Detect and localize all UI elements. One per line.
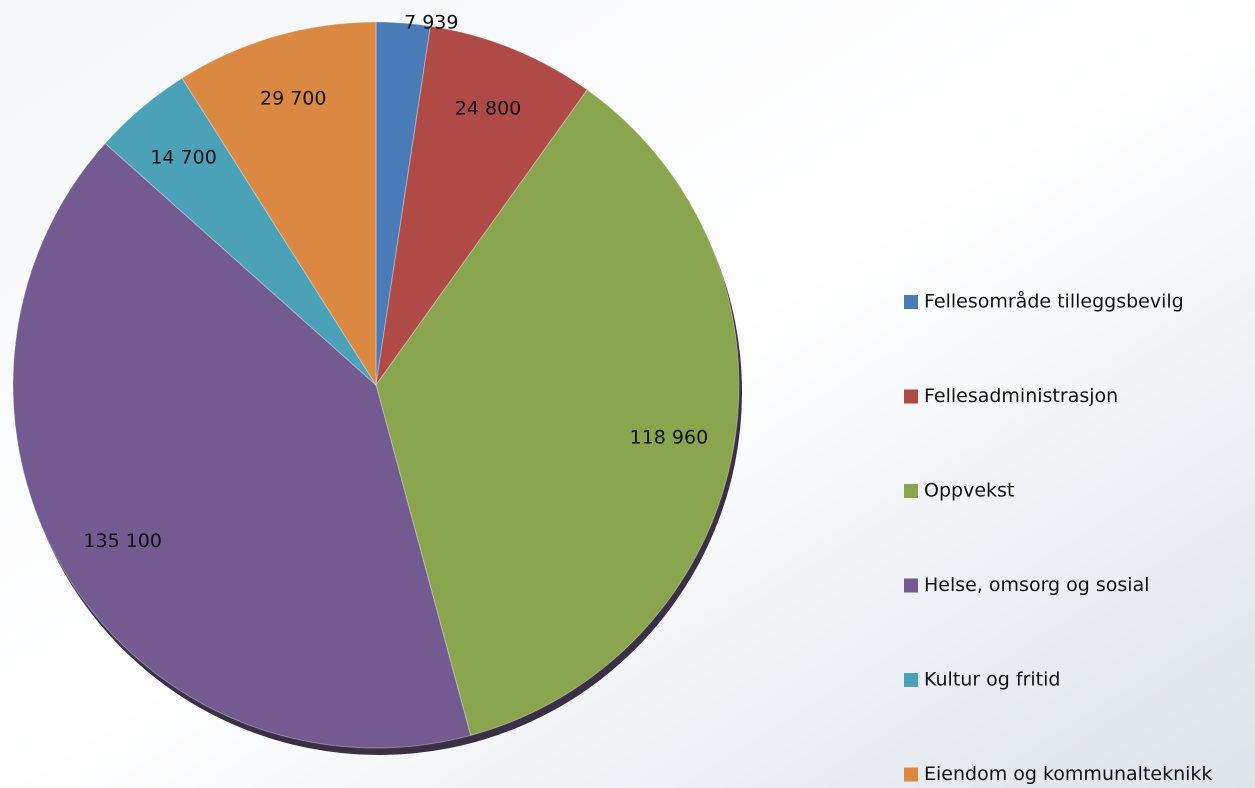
legend-label: Fellesadministrasjon [924, 385, 1118, 407]
legend-swatch [904, 578, 918, 593]
pie-slice [12, 142, 472, 749]
data-label: 7 939 [404, 12, 458, 34]
pie-slice [181, 21, 377, 387]
legend-swatch [904, 767, 918, 782]
data-label: 135 100 [83, 530, 162, 552]
legend-label: Eiendom og kommunalteknikk [924, 763, 1212, 785]
legend-swatch [904, 389, 918, 404]
pie-slice [104, 77, 377, 386]
pie-slice [375, 21, 432, 386]
legend-label: Fellesområde tilleggsbevilg [924, 290, 1184, 313]
pie-slice [375, 89, 740, 737]
legend-label: Kultur og fritid [924, 669, 1060, 691]
data-label: 24 800 [455, 98, 521, 120]
data-label: 14 700 [150, 146, 216, 168]
data-label: 29 700 [260, 88, 326, 110]
legend-swatch [904, 484, 918, 498]
data-label: 118 960 [630, 426, 709, 448]
legend-swatch [904, 295, 918, 309]
pie-slice [375, 25, 588, 386]
legend-label: Helse, omsorg og sosial [924, 574, 1150, 596]
legend-swatch [904, 673, 918, 687]
legend-label: Oppvekst [924, 480, 1014, 502]
